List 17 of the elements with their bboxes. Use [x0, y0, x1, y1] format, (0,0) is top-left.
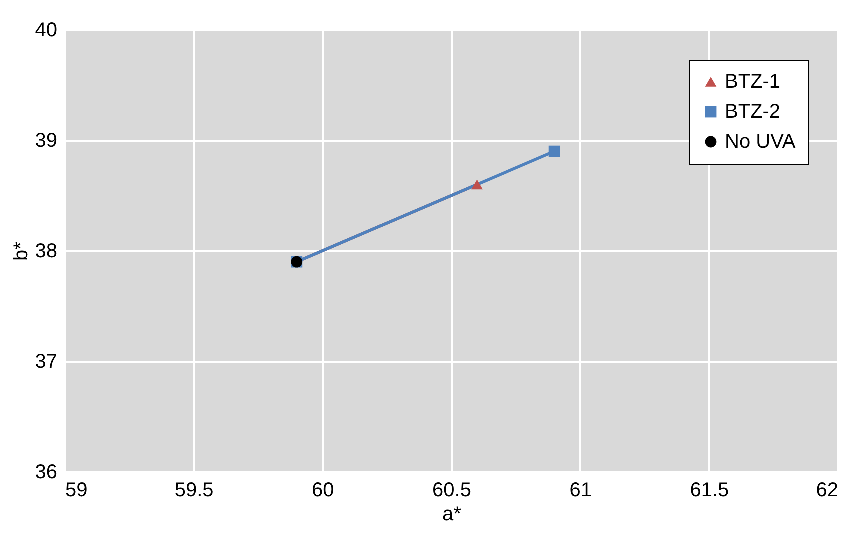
x-tick-label: 59.5: [174, 480, 214, 502]
x-axis-title: a*: [442, 504, 462, 526]
legend-label: BTZ-1: [725, 71, 781, 93]
x-tick-label: 61.5: [690, 480, 730, 502]
y-axis-title: b*: [10, 242, 32, 261]
y-tick-label: 39: [35, 130, 58, 152]
x-tick-label: 62: [816, 480, 838, 502]
x-tick-label: 61: [570, 480, 592, 502]
y-tick-label: 36: [35, 462, 58, 484]
y-tick-label: 37: [35, 351, 58, 373]
legend-label: No UVA: [725, 131, 796, 153]
y-tick-label: 38: [35, 240, 58, 262]
legend-label: BTZ-2: [725, 101, 781, 123]
y-tick-label: 40: [35, 20, 58, 42]
x-tick-label: 60.5: [432, 480, 472, 502]
x-tick-label: 59: [66, 480, 88, 502]
x-tick-label: 60: [312, 480, 334, 502]
